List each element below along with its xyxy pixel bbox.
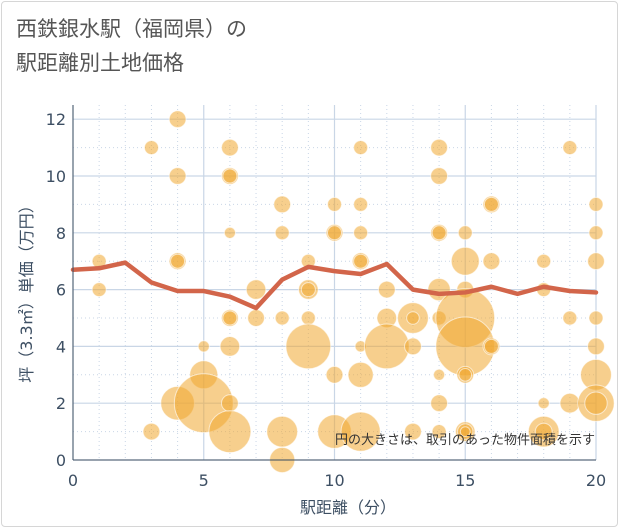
y-tick-label: 10 (46, 167, 66, 186)
data-bubble (273, 195, 292, 214)
data-bubble (266, 415, 299, 448)
data-bubble (404, 337, 422, 356)
data-bubble (458, 368, 473, 382)
average-price-line-group (70, 260, 599, 311)
y-tick-label: 12 (46, 110, 66, 129)
data-bubble (170, 253, 186, 269)
bubble-size-note: 円の大きさは、取引のあった物件面積を示す (335, 433, 595, 448)
data-bubble (208, 410, 252, 454)
data-bubble (431, 225, 447, 241)
bubble-series (91, 110, 615, 474)
data-bubble (221, 394, 239, 413)
data-bubble (353, 225, 369, 241)
data-bubble (340, 411, 381, 452)
data-bubble (430, 138, 449, 157)
axes: 0 5 10 15 20 0 2 4 6 8 10 12 (46, 105, 606, 490)
data-bubble (450, 246, 480, 276)
data-bubble (562, 140, 578, 156)
data-bubble (430, 394, 449, 413)
chart-title-line-2: 駅距離別土地価格 (16, 51, 184, 75)
x-tick-label: 15 (455, 471, 475, 490)
data-bubble (406, 311, 420, 325)
data-bubble (363, 323, 410, 370)
data-bubble (353, 196, 369, 212)
data-bubble (222, 168, 238, 184)
y-tick-label: 8 (56, 224, 66, 243)
data-bubble (285, 323, 332, 370)
data-bubble (143, 140, 159, 156)
data-bubble (587, 337, 605, 356)
x-axis-label: 駅距離（分） (300, 498, 396, 517)
data-bubble (430, 167, 449, 185)
x-tick-label: 5 (199, 471, 209, 490)
data-bubble (91, 282, 107, 298)
y-tick-label: 4 (56, 337, 66, 356)
data-bubble (537, 397, 550, 410)
data-bubble (219, 336, 241, 357)
data-bubble (559, 392, 581, 414)
data-bubble (588, 225, 604, 241)
data-bubble (588, 196, 604, 212)
x-tick-label: 20 (586, 471, 606, 490)
data-bubble (404, 422, 422, 441)
x-tick-label: 10 (324, 471, 344, 490)
data-bubble (168, 110, 187, 129)
data-bubble (221, 138, 239, 157)
data-bubble (433, 368, 446, 381)
data-bubble (483, 196, 499, 212)
data-bubble (327, 196, 342, 212)
data-bubble (274, 310, 290, 326)
y-tick-label: 0 (56, 451, 66, 470)
data-bubble (482, 252, 501, 271)
y-axis-label: 坪（3.3㎡）単価（万円） (17, 197, 36, 382)
chart-title-line-1: 西鉄銀水駅（福岡県）の (16, 17, 247, 41)
data-bubble (300, 310, 316, 326)
y-tick-label: 6 (56, 281, 66, 300)
data-bubble (327, 225, 342, 241)
data-bubble (457, 225, 473, 241)
data-bubble (325, 365, 344, 384)
data-bubble (353, 140, 369, 156)
data-bubble (245, 279, 267, 300)
data-bubble (168, 167, 187, 185)
x-tick-label: 0 (68, 471, 78, 490)
data-bubble (222, 310, 238, 326)
data-bubble (562, 310, 578, 326)
data-bubble (431, 424, 447, 440)
data-bubble (587, 252, 605, 271)
data-bubble (459, 426, 471, 438)
data-bubble (274, 225, 290, 241)
data-bubble (536, 253, 552, 269)
data-bubble (588, 310, 604, 326)
data-bubble (142, 422, 161, 441)
data-bubble (197, 340, 210, 353)
data-bubble (223, 226, 236, 239)
data-bubble (534, 422, 553, 441)
data-bubble (584, 391, 608, 415)
data-bubble (247, 309, 265, 327)
data-bubble (347, 361, 374, 388)
data-bubble (300, 282, 316, 298)
chart-title: 西鉄銀水駅（福岡県）の 駅距離別土地価格 (16, 12, 247, 80)
data-bubble (377, 280, 396, 299)
average-price-line (70, 260, 599, 311)
data-bubble (483, 338, 499, 354)
data-bubble (353, 253, 369, 269)
y-tick-label: 2 (56, 394, 66, 413)
